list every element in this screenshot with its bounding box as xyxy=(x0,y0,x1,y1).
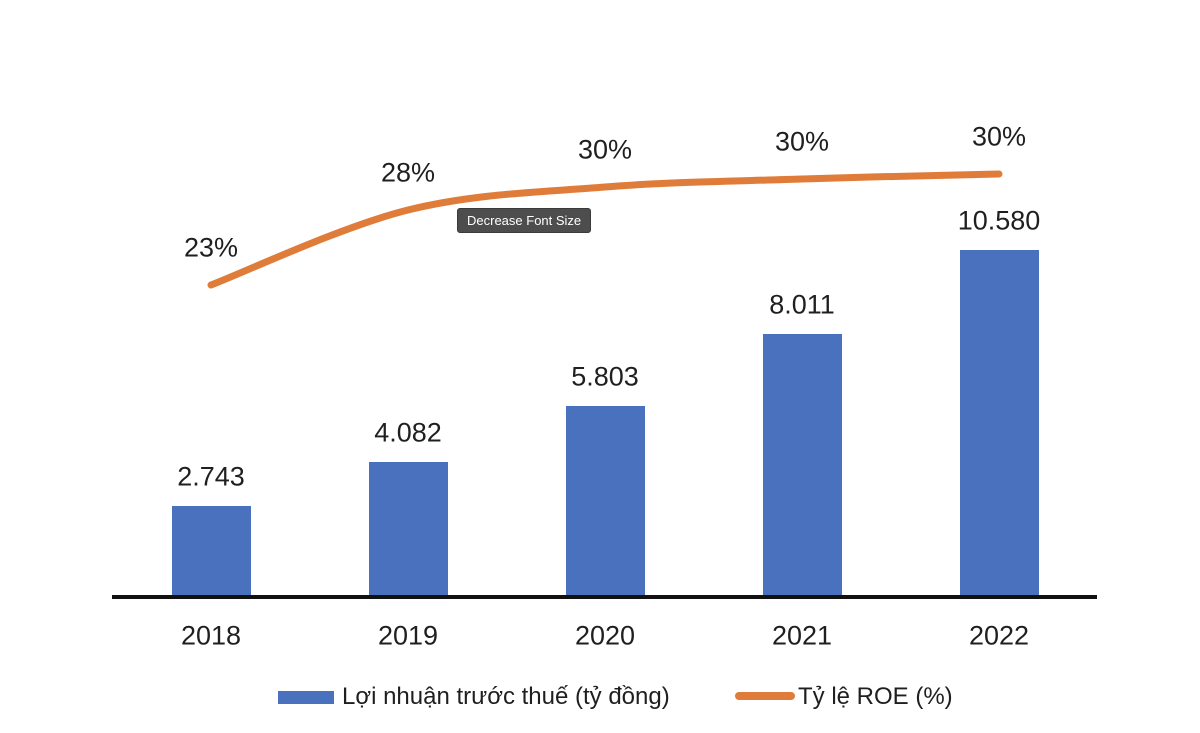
roe-label-2021: 30% xyxy=(774,126,830,157)
x-axis-line xyxy=(112,595,1097,599)
chart-legend: Lợi nhuận trước thuế (tỷ đồng) Tỷ lệ ROE… xyxy=(0,682,1200,714)
x-axis-label-2022: 2022 xyxy=(968,620,1030,651)
bar-value-label-2019: 4.082 xyxy=(374,417,442,448)
x-axis-label-2021: 2021 xyxy=(771,620,833,651)
roe-label-2022: 30% xyxy=(971,121,1027,152)
roe-label-2020: 30% xyxy=(577,134,633,165)
roe-line xyxy=(207,170,1003,289)
bar-2018 xyxy=(171,506,251,595)
legend-line-label: Tỷ lệ ROE (%) xyxy=(798,683,953,710)
x-axis-label-2019: 2019 xyxy=(377,620,439,651)
legend-bar-swatch xyxy=(278,691,334,704)
legend-line-swatch xyxy=(735,692,795,700)
x-axis-label-2020: 2020 xyxy=(574,620,636,651)
bar-2022 xyxy=(959,250,1039,595)
bar-value-label-2022: 10.580 xyxy=(957,205,1041,236)
x-axis-label-2018: 2018 xyxy=(180,620,242,651)
bar-value-label-2021: 8.011 xyxy=(769,289,835,320)
bar-2020 xyxy=(565,406,645,595)
decrease-font-size-tooltip: Decrease Font Size xyxy=(457,208,592,233)
bar-value-label-2020: 5.803 xyxy=(571,361,639,392)
roe-label-2018: 23% xyxy=(183,232,239,263)
bar-2019 xyxy=(368,462,448,595)
bar-value-label-2018: 2.743 xyxy=(177,461,245,492)
roe-label-2019: 28% xyxy=(380,157,436,188)
bar-2021 xyxy=(762,334,842,595)
legend-bar-label: Lợi nhuận trước thuế (tỷ đồng) xyxy=(342,683,670,710)
